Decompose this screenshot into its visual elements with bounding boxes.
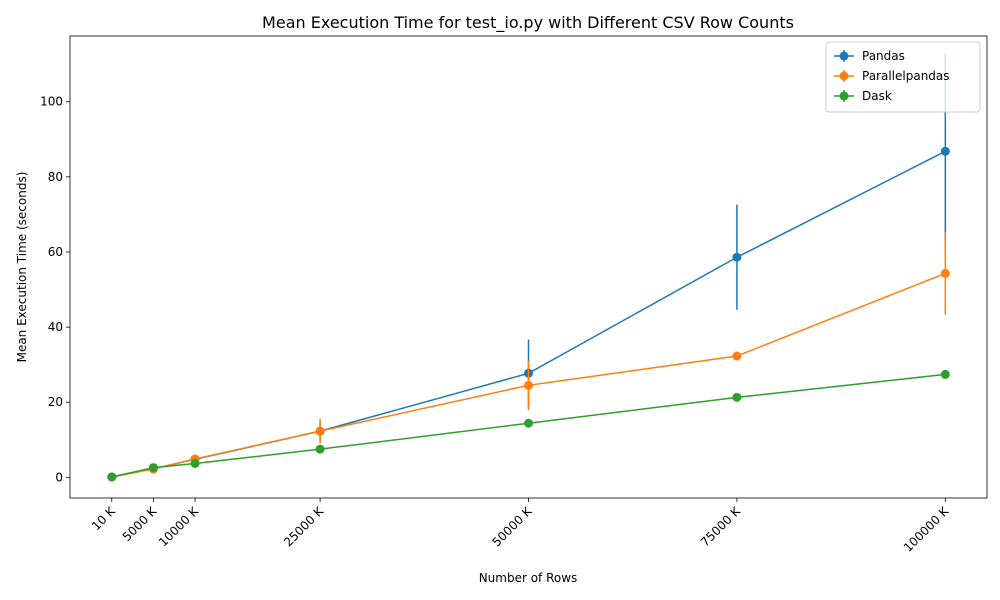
- data-point: [315, 426, 325, 436]
- data-point: [107, 472, 117, 482]
- y-tick-label: 40: [48, 320, 63, 334]
- data-point: [732, 392, 742, 402]
- data-point: [940, 369, 950, 379]
- x-tick-label: 100000 K: [901, 503, 952, 554]
- x-tick-label: 10000 K: [156, 503, 202, 549]
- legend-marker: [839, 91, 849, 101]
- legend-box: [825, 41, 981, 113]
- legend-item-parallelpandas: Parallelpandas: [834, 69, 950, 83]
- x-tick-label: 50000 K: [489, 503, 535, 549]
- series-dask: [107, 369, 950, 482]
- x-tick-label: 5000 K: [120, 503, 161, 544]
- legend-item-pandas: Pandas: [834, 49, 905, 63]
- legend: Pandas Parallelpandas Dask: [825, 41, 981, 113]
- legend-label: Parallelpandas: [862, 69, 950, 83]
- data-point: [190, 458, 200, 468]
- legend-label: Dask: [862, 89, 892, 103]
- data-point: [940, 146, 950, 156]
- series-layer: [107, 53, 950, 482]
- x-tick-label: 10 K: [89, 503, 119, 533]
- data-point: [732, 351, 742, 361]
- y-axis: 0 20 40 60 80 100: [40, 95, 70, 484]
- legend-marker: [839, 71, 849, 81]
- x-tick-label: 75000 K: [698, 503, 744, 549]
- chart-title: Mean Execution Time for test_io.py with …: [262, 13, 794, 33]
- x-axis-label: Number of Rows: [479, 571, 578, 585]
- legend-item-dask: Dask: [834, 89, 892, 103]
- data-point: [940, 268, 950, 278]
- y-tick-label: 0: [55, 470, 63, 484]
- data-point: [524, 380, 533, 390]
- legend-marker: [839, 51, 849, 61]
- data-point: [148, 463, 158, 473]
- x-tick-label: 25000 K: [281, 503, 327, 549]
- y-tick-label: 60: [48, 245, 63, 259]
- data-point: [524, 418, 533, 428]
- data-point: [732, 252, 742, 262]
- y-tick-label: 20: [48, 395, 63, 409]
- legend-label: Pandas: [862, 49, 905, 63]
- y-tick-label: 100: [40, 95, 63, 109]
- data-point: [315, 444, 325, 454]
- y-axis-label: Mean Execution Time (seconds): [15, 172, 29, 363]
- y-tick-label: 80: [48, 170, 63, 184]
